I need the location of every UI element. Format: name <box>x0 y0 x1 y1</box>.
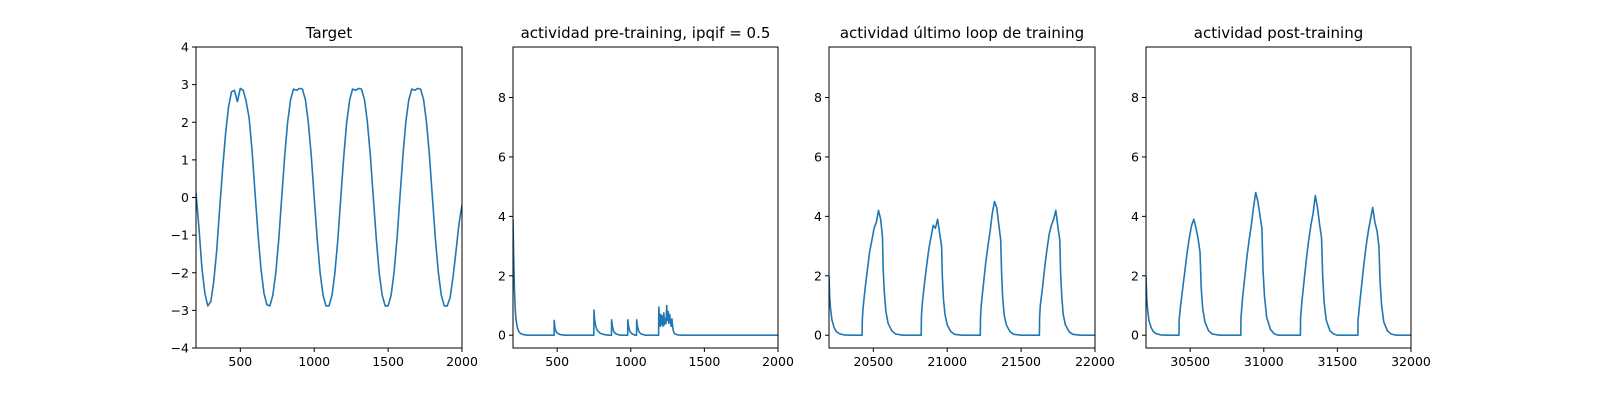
x-tick-label: 2000 <box>762 354 794 369</box>
x-tick-label: 1500 <box>688 354 720 369</box>
y-tick-label: 0 <box>814 328 822 343</box>
x-tick-label: 500 <box>545 354 569 369</box>
series-line <box>1146 191 1411 337</box>
series-line <box>513 219 778 337</box>
y-tick-label: 4 <box>1131 209 1139 224</box>
y-tick-label: 2 <box>498 268 506 283</box>
x-tick-label: 31000 <box>1244 354 1284 369</box>
y-tick-label: 0 <box>181 190 189 205</box>
y-tick-label: −3 <box>171 303 189 318</box>
x-tick-label: 20500 <box>853 354 893 369</box>
axes-frame <box>512 46 779 349</box>
y-tick-label: 4 <box>498 209 506 224</box>
chart-panel-2: actividad pre-training, ipqif = 0.5 500 10… <box>498 24 794 369</box>
chart-title: actividad pre-training, ipqif = 0.5 <box>521 24 771 42</box>
axes-frame <box>1145 46 1412 349</box>
y-tick-label: 4 <box>181 40 189 55</box>
y-tick-label: 8 <box>1131 90 1139 105</box>
y-tick-label: 0 <box>498 328 506 343</box>
y-tick-label: 8 <box>498 90 506 105</box>
axes-frame <box>828 46 1096 349</box>
chart-panel-3: actividad último loop de training 20500 21… <box>814 24 1115 369</box>
chart-title: actividad post-training <box>1194 24 1363 42</box>
y-tick-label: 2 <box>814 268 822 283</box>
series-line <box>196 87 462 307</box>
x-tick-label: 31500 <box>1318 354 1358 369</box>
series-line <box>829 200 1095 337</box>
x-tick-label: 1500 <box>372 354 404 369</box>
chart-panel-4: actividad post-training 30500 31000 31500 32… <box>1131 24 1431 369</box>
y-tick-label: −1 <box>171 228 189 243</box>
x-tick-label: 21000 <box>927 354 967 369</box>
y-tick-label: 4 <box>814 209 822 224</box>
y-tick-label: −4 <box>171 341 189 356</box>
y-tick-label: 6 <box>498 149 506 164</box>
x-tick-label: 21500 <box>1001 354 1041 369</box>
y-tick-label: 6 <box>814 149 822 164</box>
x-tick-label: 1000 <box>615 354 647 369</box>
x-tick-label: 32000 <box>1391 354 1431 369</box>
x-tick-label: 500 <box>228 354 252 369</box>
x-tick-label: 1000 <box>298 354 330 369</box>
y-tick-label: 8 <box>814 90 822 105</box>
y-tick-label: 1 <box>181 152 189 167</box>
y-tick-label: 2 <box>181 115 189 130</box>
chart-title: actividad último loop de training <box>840 24 1084 42</box>
y-tick-label: 0 <box>1131 328 1139 343</box>
x-tick-label: 22000 <box>1075 354 1115 369</box>
y-tick-label: 2 <box>1131 268 1139 283</box>
y-tick-label: −2 <box>171 265 189 280</box>
chart-title: Target <box>305 24 353 42</box>
y-tick-label: 3 <box>181 77 189 92</box>
x-tick-label: 2000 <box>446 354 478 369</box>
y-tick-label: 6 <box>1131 149 1139 164</box>
chart-panel-1: Target 500 1000 1500 2000 −4 −3 −2 −1 0 1 2 3 4 <box>171 24 478 369</box>
x-tick-label: 30500 <box>1170 354 1210 369</box>
